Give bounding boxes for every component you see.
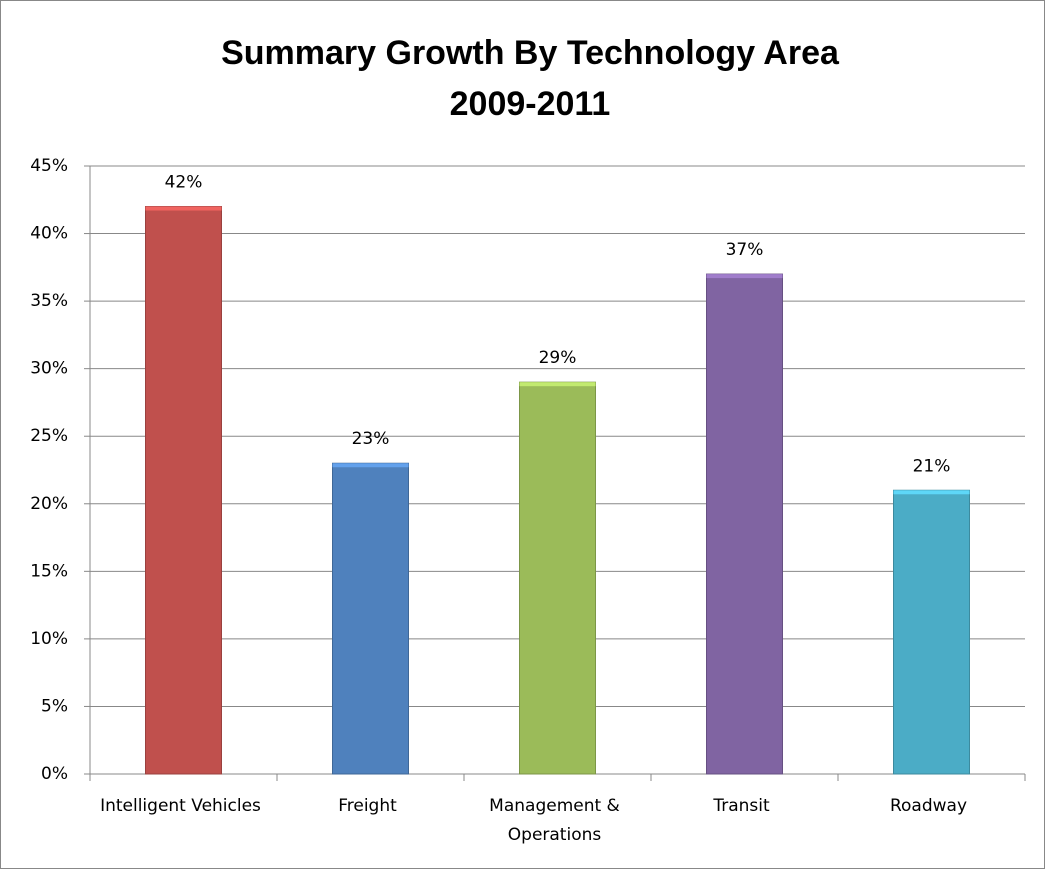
y-tick-label: 25% [30, 426, 68, 446]
y-tick-label: 45% [30, 156, 68, 176]
bar [332, 462, 409, 775]
y-tick-label: 15% [30, 561, 68, 581]
bar-top-highlight [332, 463, 409, 468]
bar [893, 489, 970, 775]
x-tick-label: Transit [713, 796, 770, 816]
bar-top-highlight [706, 274, 783, 279]
x-tick-label: Management & Operations [489, 796, 620, 845]
data-label: 23% [352, 429, 390, 449]
bar [145, 206, 222, 775]
bar-top-highlight [145, 206, 222, 211]
x-tick-label: Roadway [889, 796, 968, 816]
x-tick-label: Intelligent Vehicles [100, 796, 261, 816]
chart-subtitle: 2009-2011 [450, 85, 611, 123]
y-tick-label: 30% [30, 359, 68, 379]
data-label: 21% [913, 456, 951, 476]
y-tick-label: 40% [30, 224, 68, 244]
data-label: 37% [726, 240, 764, 260]
y-tick-label: 0% [41, 764, 68, 784]
chart-title: Summary Growth By Technology Area [221, 34, 840, 72]
bar-top-highlight [893, 490, 970, 495]
data-label: 42% [165, 173, 203, 193]
bar [706, 273, 783, 775]
y-tick-label: 20% [30, 494, 68, 514]
data-label: 29% [539, 348, 577, 368]
bar [519, 381, 596, 775]
x-tick-label: Freight [338, 796, 397, 816]
y-tick-label: 10% [30, 629, 68, 649]
y-tick-label: 35% [30, 291, 68, 311]
y-tick-label: 5% [41, 696, 68, 716]
bar-top-highlight [519, 382, 596, 387]
